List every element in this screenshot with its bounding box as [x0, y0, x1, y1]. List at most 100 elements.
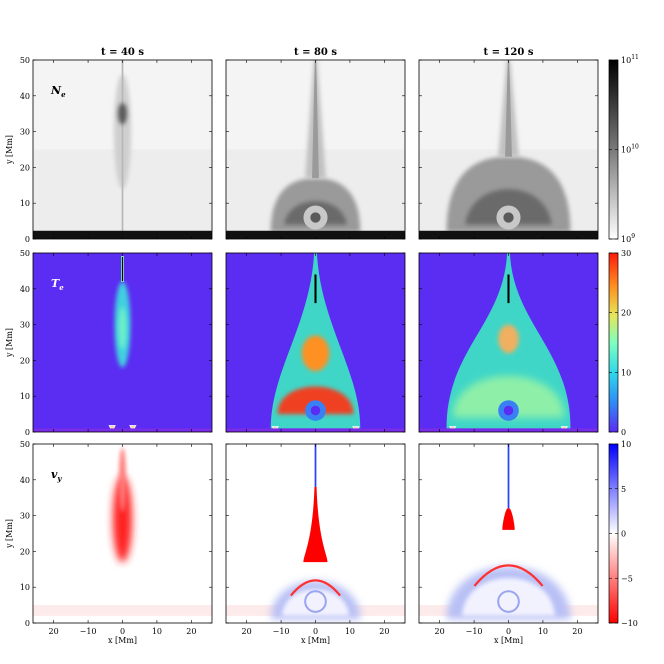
y-axis-label: y [Mm] [5, 519, 14, 549]
colorbar-tick-label: 1010 [621, 144, 639, 155]
panel-field [33, 444, 212, 623]
x-tick-label: 10 [152, 627, 162, 636]
velocity-jet-upper [119, 447, 126, 513]
panel-field [419, 60, 598, 239]
variable-label: Ne [50, 84, 66, 99]
colorbars: 109 1010 1011 0 10 20 30 −10 −5 0 5 10 [608, 54, 639, 628]
y-tick-label: 20 [20, 163, 30, 172]
y-tick-label: 0 [25, 428, 30, 437]
y-tick-label: 50 [20, 249, 30, 258]
y-tick-label: 0 [25, 235, 30, 244]
panel-r0-c0: 0 10 20 30 40 50 y [Mm] Ne [5, 56, 213, 244]
density-core-center [310, 212, 321, 223]
velocity-base-band [33, 605, 212, 616]
colorbar-tick-label: 10 [621, 440, 631, 449]
temperature-cool-strand [314, 274, 317, 304]
panel-r2-c0: 20 −10 0 10 20 0 10 20 30 40 50 y [Mm] x [Mm] vy [5, 440, 213, 645]
panel-field [419, 444, 598, 623]
panel-field [226, 253, 405, 432]
variable-label: vy [51, 468, 62, 483]
density-jet-core [121, 60, 124, 232]
velocity-upflow-tip [507, 444, 510, 509]
velocity-shock-front [290, 579, 341, 597]
variable-label-main: N [50, 84, 62, 97]
y-tick-label: 40 [20, 285, 30, 294]
temperature-warm-region [452, 375, 565, 418]
colorbar-tick-label: 10 [621, 368, 631, 377]
x-tick-label: 20 [379, 627, 389, 636]
colorbar-T_e: 0 10 20 30 [608, 249, 631, 437]
variable-label-sub: y [56, 474, 62, 483]
colorbar-tick-label: 20 [621, 309, 631, 318]
velocity-dome-inner [281, 589, 350, 616]
panel-field [33, 60, 212, 239]
variable-label-main: T [51, 277, 60, 290]
velocity-upflow-tip [314, 444, 317, 487]
y-tick-label: 0 [25, 619, 30, 628]
colorbar-fill [608, 252, 619, 433]
colorbar-tick-label: 1011 [621, 54, 639, 65]
y-tick-label: 30 [20, 128, 30, 137]
variable-label-sub: e [59, 283, 64, 292]
temperature-core-center [310, 405, 321, 416]
panel-r1-c2 [418, 252, 599, 433]
variable-label-sub: e [61, 90, 66, 99]
y-tick-label: 10 [20, 583, 30, 592]
panel-r2-c2: 20 −10 0 10 20 x [Mm] [418, 443, 599, 645]
x-tick-label: −10 [80, 627, 97, 636]
velocity-downflow-jet [112, 476, 133, 563]
y-tick-label: 50 [20, 56, 30, 65]
x-tick-label: 10 [538, 627, 548, 636]
column-titles: t = 40 s t = 80 s t = 120 s [101, 47, 534, 58]
panel-r1-c0: 0 10 20 30 40 50 y [Mm] Te [5, 249, 213, 437]
colorbar-tick-label: 30 [621, 249, 631, 258]
y-tick-label: 10 [20, 392, 30, 401]
y-tick-label: 20 [20, 356, 30, 365]
x-axis-label: x [Mm] [301, 636, 330, 645]
y-tick-label: 20 [20, 547, 30, 556]
x-tick-label: 20 [242, 627, 252, 636]
temperature-cool-strand [121, 256, 124, 283]
temperature-core-center [503, 405, 514, 416]
column-title-2: t = 120 s [484, 47, 534, 58]
velocity-dome-inner [462, 577, 555, 616]
panel-r0-c1 [225, 59, 406, 240]
y-axis-label: y [Mm] [5, 135, 14, 165]
x-axis-label: x [Mm] [494, 636, 523, 645]
y-tick-label: 10 [20, 199, 30, 208]
panel-field [419, 253, 598, 432]
density-chromosphere [33, 230, 212, 239]
temperature-hot-cap [301, 335, 330, 372]
x-tick-label: 0 [120, 627, 125, 636]
variable-label: Te [51, 277, 64, 292]
velocity-downflow-jet [303, 486, 328, 563]
panel-r1-c1 [225, 252, 406, 433]
panel-field [226, 444, 405, 623]
colorbar-tick-label: 109 [621, 233, 635, 244]
x-tick-label: 10 [345, 627, 355, 636]
velocity-core [497, 590, 520, 613]
velocity-core [304, 590, 327, 613]
panel-r0-c2 [418, 59, 599, 240]
colorbar-N_e: 109 1010 1011 [608, 54, 639, 244]
panels: 0 10 20 30 40 50 y [Mm] Ne 0 10 20 30 40 50 y [Mm] Te 20… [5, 56, 599, 645]
colorbar-tick-label: −5 [621, 574, 633, 583]
x-tick-label: −10 [273, 627, 290, 636]
column-title-1: t = 80 s [294, 47, 337, 58]
x-tick-label: 0 [506, 627, 511, 636]
density-chromosphere [226, 230, 405, 239]
velocity-downflow-jet [502, 508, 515, 530]
colorbar-tick-label: −10 [621, 619, 638, 628]
panel-r2-c1: 20 −10 0 10 20 x [Mm] [225, 443, 406, 645]
y-tick-label: 30 [20, 512, 30, 521]
colorbar-v_y: −10 −5 0 5 10 [608, 440, 638, 628]
variable-label-main: v [51, 468, 58, 481]
density-knot [118, 102, 127, 125]
y-axis-label: y [Mm] [5, 328, 14, 358]
y-tick-label: 40 [20, 476, 30, 485]
density-jet-core [505, 60, 512, 157]
density-core-center [503, 212, 514, 223]
panel-field [33, 253, 212, 432]
y-tick-label: 40 [20, 92, 30, 101]
